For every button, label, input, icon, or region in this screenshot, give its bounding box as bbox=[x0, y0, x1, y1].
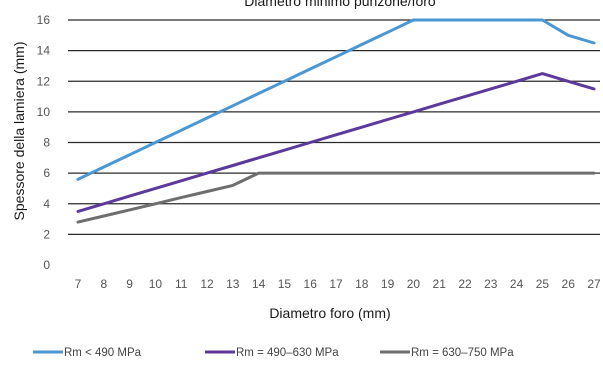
y-tick-label: 8 bbox=[43, 136, 50, 150]
y-tick-label: 2 bbox=[43, 227, 50, 241]
y-axis-title: Spessore della lamiera (mm) bbox=[11, 42, 27, 221]
series-line-1 bbox=[76, 18, 596, 181]
x-tick-label: 16 bbox=[304, 277, 318, 291]
x-tick-label: 12 bbox=[200, 277, 214, 291]
x-tick-label: 23 bbox=[484, 277, 498, 291]
x-tick-label: 22 bbox=[458, 277, 472, 291]
y-tick-label: 6 bbox=[43, 166, 50, 180]
legend-label: Rm = 630–750 MPa bbox=[411, 347, 514, 359]
x-tick-label: 17 bbox=[329, 277, 343, 291]
x-tick-label: 25 bbox=[536, 277, 550, 291]
x-tick-label: 20 bbox=[407, 277, 421, 291]
y-tick-label: 16 bbox=[37, 13, 51, 27]
y-tick-label: 10 bbox=[37, 105, 51, 119]
x-tick-label: 15 bbox=[278, 277, 292, 291]
x-tick-label: 11 bbox=[175, 277, 188, 291]
x-tick-label: 24 bbox=[510, 277, 524, 291]
y-tick-label: 0 bbox=[43, 258, 50, 272]
x-tick-label: 18 bbox=[355, 277, 369, 291]
series-lines bbox=[76, 18, 596, 224]
x-tick-label: 14 bbox=[252, 277, 266, 291]
y-tick-label: 14 bbox=[37, 44, 51, 58]
y-tick-label: 4 bbox=[43, 197, 50, 211]
x-tick-label: 7 bbox=[75, 277, 82, 291]
x-tick-label: 19 bbox=[381, 277, 395, 291]
x-tick-label: 27 bbox=[587, 277, 601, 291]
x-tick-label: 10 bbox=[149, 277, 163, 291]
gridlines bbox=[68, 19, 600, 235]
chart-title: Diametro minimo punzone/foro bbox=[244, 0, 436, 9]
x-tick-label: 13 bbox=[226, 277, 240, 291]
x-tick-label: 8 bbox=[100, 277, 107, 291]
legend-label: Rm < 490 MPa bbox=[64, 347, 142, 359]
legend-item: Rm = 630–750 MPa bbox=[380, 347, 514, 359]
x-axis-title: Diametro foro (mm) bbox=[269, 305, 390, 321]
legend: Rm < 490 MPa Rm = 490–630 MPa Rm = 630–750… bbox=[33, 347, 514, 359]
series-line-3 bbox=[76, 171, 596, 224]
x-tick-label: 26 bbox=[562, 277, 576, 291]
x-axis-ticks: 7 8 9 10 11 12 13 14 15 16 17 18 19 20 21 22 23 24 25 26 27 bbox=[75, 277, 601, 291]
legend-item: Rm < 490 MPa bbox=[33, 347, 142, 359]
legend-label: Rm = 490–630 MPa bbox=[236, 347, 339, 359]
y-tick-label: 12 bbox=[37, 74, 51, 88]
y-axis-ticks: 0 2 4 6 8 10 12 14 16 bbox=[37, 13, 51, 272]
x-tick-label: 21 bbox=[433, 277, 447, 291]
legend-item: Rm = 490–630 MPa bbox=[205, 347, 339, 359]
x-tick-label: 9 bbox=[126, 277, 133, 291]
series-line-2 bbox=[76, 72, 596, 213]
